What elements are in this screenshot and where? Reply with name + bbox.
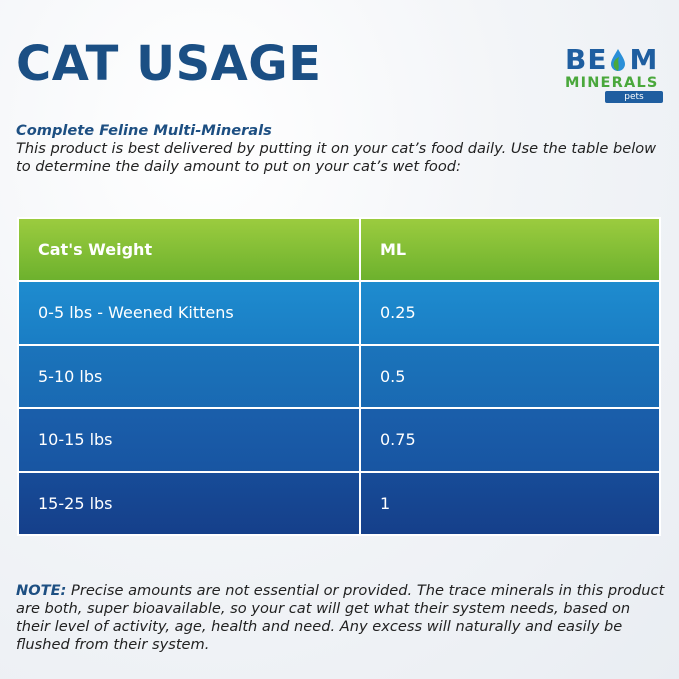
intro-body: This product is best delivered by puttin…: [16, 140, 657, 175]
table-row: 10-15 lbs 0.75: [17, 407, 661, 473]
product-subtitle: Complete Feline Multi-Minerals: [16, 122, 272, 139]
ml-cell: 0.5: [359, 343, 661, 409]
weight-cell: 5-10 lbs: [17, 343, 361, 409]
logo-text-pets: pets: [605, 91, 663, 103]
header-weight: Cat's Weight: [17, 217, 361, 282]
brand-logo: BE M MINERALS pets: [565, 46, 663, 106]
table-row: 0-5 lbs - Weened Kittens 0.25: [17, 280, 661, 346]
note-body: Precise amounts are not essential or pro…: [16, 582, 665, 653]
weight-cell: 0-5 lbs - Weened Kittens: [17, 280, 361, 346]
ml-cell: 0.75: [359, 407, 661, 473]
intro-text: Complete Feline Multi-Minerals This prod…: [16, 122, 666, 176]
table-row: 15-25 lbs 1: [17, 470, 661, 536]
weight-cell: 15-25 lbs: [17, 470, 361, 536]
page-title: CAT USAGE: [16, 36, 322, 92]
header-ml: ML: [359, 217, 661, 282]
note-text: NOTE: Precise amounts are not essential …: [16, 582, 666, 654]
logo-wordmark: BE M: [565, 46, 663, 74]
water-drop-icon: [611, 49, 626, 71]
logo-text-minerals: MINERALS: [565, 75, 659, 91]
logo-text-top: BE: [565, 43, 608, 76]
weight-cell: 10-15 lbs: [17, 407, 361, 473]
table-header-row: Cat's Weight ML: [17, 217, 661, 282]
note-label: NOTE:: [16, 582, 67, 599]
table-row: 5-10 lbs 0.5: [17, 343, 661, 409]
logo-text-top-end: M: [629, 43, 659, 76]
dosage-table: Cat's Weight ML 0-5 lbs - Weened Kittens…: [17, 217, 661, 536]
ml-cell: 0.25: [359, 280, 661, 346]
ml-cell: 1: [359, 470, 661, 536]
